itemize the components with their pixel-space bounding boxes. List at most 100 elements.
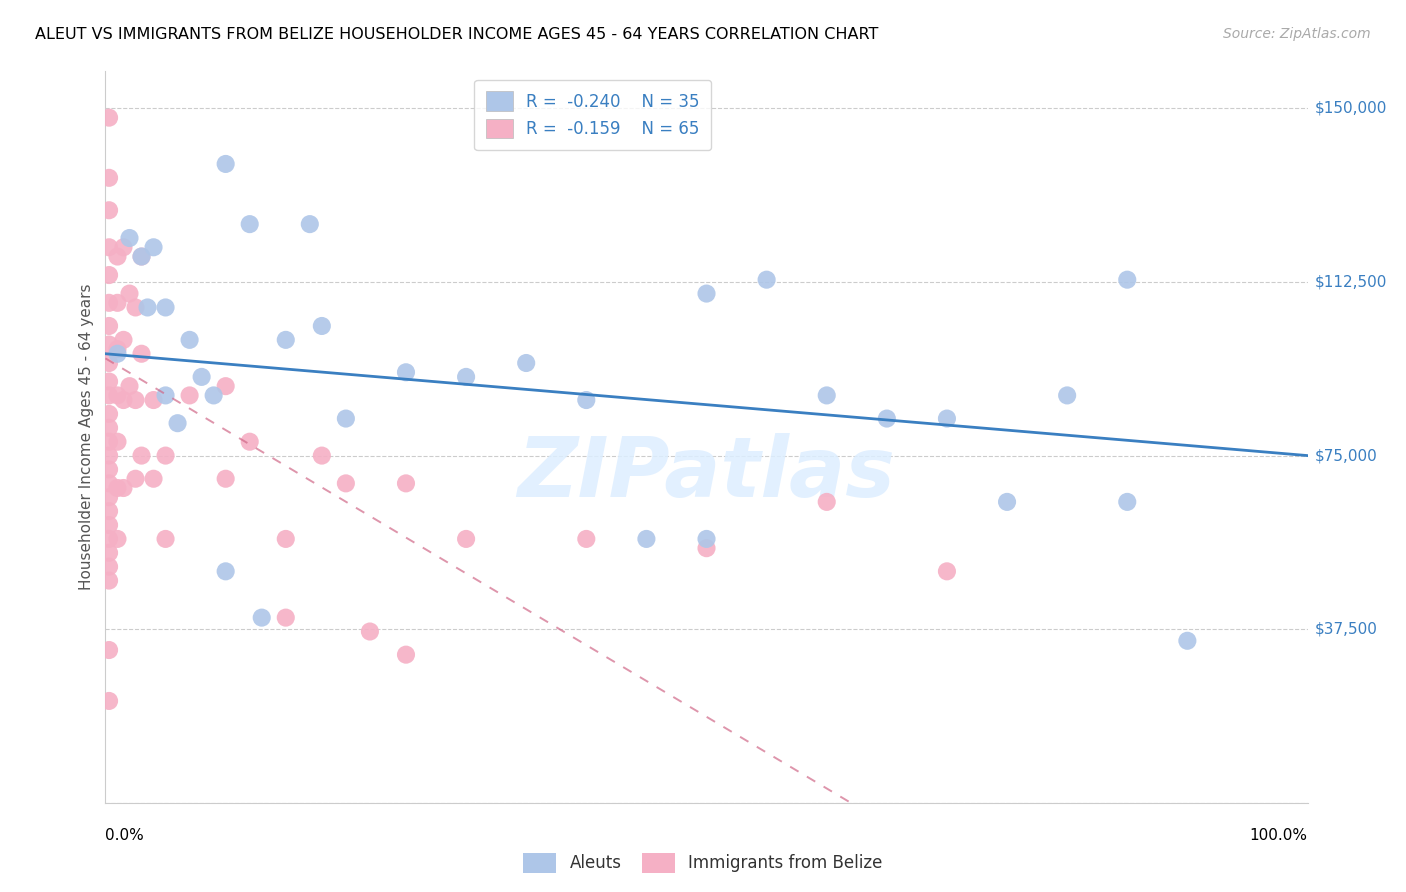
Point	[131, 347, 153, 361]
Point	[214, 379, 236, 393]
Point	[395, 648, 418, 662]
Point	[98, 203, 121, 218]
Point	[98, 694, 121, 708]
Point	[98, 574, 121, 588]
Point	[98, 356, 121, 370]
Point	[142, 472, 165, 486]
Point	[815, 388, 838, 402]
Point	[936, 565, 959, 579]
Point	[98, 375, 121, 389]
Point	[214, 472, 236, 486]
Point	[1056, 388, 1078, 402]
Point	[202, 388, 225, 402]
Point	[107, 250, 129, 264]
Point	[98, 643, 121, 657]
Point	[98, 388, 121, 402]
Point	[107, 347, 129, 361]
Text: $75,000: $75,000	[1315, 448, 1378, 463]
Point	[454, 370, 477, 384]
Point	[112, 333, 135, 347]
Point	[214, 565, 236, 579]
Point	[98, 111, 121, 125]
Point	[636, 532, 658, 546]
Point	[179, 388, 201, 402]
Point	[936, 411, 959, 425]
Point	[131, 449, 153, 463]
Y-axis label: Householder Income Ages 45 - 64 years: Householder Income Ages 45 - 64 years	[79, 284, 94, 591]
Point	[98, 295, 121, 310]
Point	[298, 217, 321, 231]
Point	[98, 318, 121, 333]
Point	[107, 388, 129, 402]
Point	[1116, 495, 1139, 509]
Point	[124, 472, 146, 486]
Point	[98, 518, 121, 533]
Text: Source: ZipAtlas.com: Source: ZipAtlas.com	[1223, 27, 1371, 41]
Point	[107, 532, 129, 546]
Point	[250, 610, 273, 624]
Point	[155, 449, 177, 463]
Point	[815, 495, 838, 509]
Point	[136, 301, 159, 315]
Point	[239, 434, 262, 449]
Point	[107, 481, 129, 495]
Point	[696, 541, 718, 556]
Point	[876, 411, 898, 425]
Point	[515, 356, 537, 370]
Point	[190, 370, 212, 384]
Text: $150,000: $150,000	[1315, 101, 1386, 116]
Point	[335, 476, 357, 491]
Text: $112,500: $112,500	[1315, 275, 1386, 290]
Point	[112, 481, 135, 495]
Point	[124, 392, 146, 407]
Point	[98, 434, 121, 449]
Point	[155, 301, 177, 315]
Point	[274, 610, 297, 624]
Text: 100.0%: 100.0%	[1250, 829, 1308, 844]
Point	[118, 231, 141, 245]
Point	[359, 624, 381, 639]
Text: ZIPatlas: ZIPatlas	[517, 434, 896, 514]
Point	[995, 495, 1018, 509]
Point	[98, 449, 121, 463]
Point	[118, 379, 141, 393]
Point	[696, 532, 718, 546]
Point	[311, 318, 333, 333]
Point	[98, 559, 121, 574]
Point	[142, 392, 165, 407]
Point	[395, 365, 418, 379]
Point	[395, 476, 418, 491]
Legend: Aleuts, Immigrants from Belize: Aleuts, Immigrants from Belize	[516, 847, 890, 880]
Point	[131, 250, 153, 264]
Point	[274, 532, 297, 546]
Point	[124, 301, 146, 315]
Point	[755, 273, 778, 287]
Point	[1175, 633, 1198, 648]
Point	[112, 240, 135, 254]
Point	[107, 342, 129, 356]
Point	[118, 286, 141, 301]
Point	[696, 286, 718, 301]
Point	[335, 411, 357, 425]
Point	[98, 476, 121, 491]
Point	[98, 532, 121, 546]
Point	[112, 392, 135, 407]
Point	[98, 337, 121, 351]
Point	[575, 392, 598, 407]
Point	[575, 532, 598, 546]
Point	[98, 407, 121, 421]
Point	[98, 240, 121, 254]
Point	[98, 504, 121, 518]
Point	[214, 157, 236, 171]
Point	[155, 532, 177, 546]
Point	[274, 333, 297, 347]
Point	[1116, 273, 1139, 287]
Legend: R =  -0.240    N = 35, R =  -0.159    N = 65: R = -0.240 N = 35, R = -0.159 N = 65	[474, 79, 711, 150]
Point	[107, 295, 129, 310]
Text: ALEUT VS IMMIGRANTS FROM BELIZE HOUSEHOLDER INCOME AGES 45 - 64 YEARS CORRELATIO: ALEUT VS IMMIGRANTS FROM BELIZE HOUSEHOL…	[35, 27, 879, 42]
Point	[98, 546, 121, 560]
Point	[166, 416, 188, 430]
Point	[98, 170, 121, 185]
Point	[98, 421, 121, 435]
Point	[98, 268, 121, 282]
